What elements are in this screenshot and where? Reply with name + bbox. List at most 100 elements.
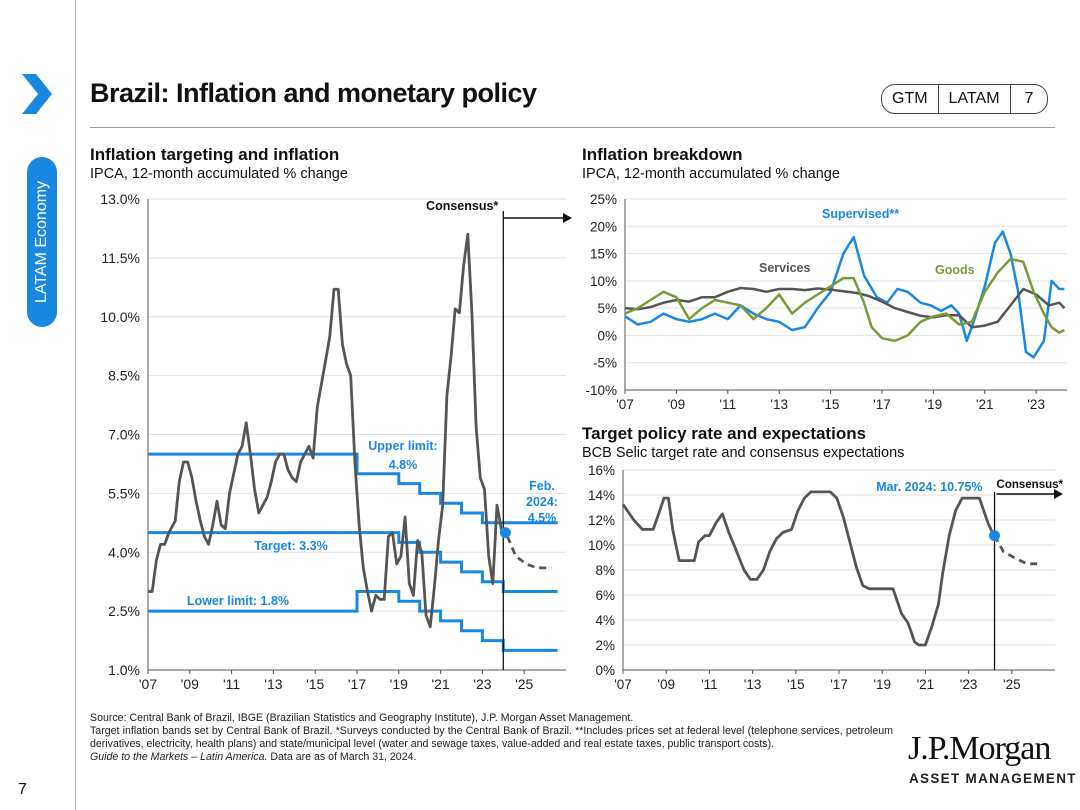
ipca-line (148, 232, 507, 629)
badge-region: LATAM (937, 85, 1010, 113)
inflation-breakdown-chart: 25% 20% 15% 10% 5% 0% -5% -10%'07 '09 '11 '13 '15 '1… (585, 192, 1067, 412)
x-tick-label: '11 (223, 676, 240, 692)
goods-line (624, 257, 1065, 343)
goods-legend: Goods (935, 263, 975, 277)
x-tick-label: '11 (701, 677, 718, 692)
y-tick-label: 2.5% (108, 603, 140, 619)
left-divider-line (75, 0, 76, 810)
x-tick-label: '13 (744, 677, 762, 692)
latest-value-label: Feb. (529, 479, 555, 493)
y-tick-label: 8.5% (108, 368, 140, 384)
x-tick-label: '21 (431, 676, 449, 692)
page-number: 7 (18, 781, 27, 798)
y-tick-label: 0% (595, 663, 615, 678)
y-tick-label: 4.0% (108, 544, 140, 560)
badge-page: 7 (1009, 85, 1048, 113)
asset-management-label: ASSET MANAGEMENT (909, 771, 1077, 786)
upper-limit-label: Upper limit: (368, 439, 437, 453)
left-chart-subtitle: IPCA, 12-month accumulated % change (90, 166, 348, 182)
lower-limit-label: Lower limit: 1.8% (187, 594, 289, 608)
consensus-arrow-head (563, 213, 572, 223)
selic-line (621, 490, 996, 647)
x-tick-label: '19 (873, 677, 891, 692)
latest-rate-label: Mar. 2024: 10.75% (876, 480, 982, 494)
x-tick-label: '23 (960, 677, 978, 692)
x-tick-label: '25 (1003, 677, 1021, 692)
inflation-target-chart: 13.0%11.5%10.0%8.5%7.0%5.5%4.0%2.5%1.0%'… (100, 191, 572, 692)
x-tick-label: '15 (787, 677, 805, 692)
consensus-label: Consensus* (426, 199, 498, 213)
latest-value-label: 4.5% (528, 511, 557, 525)
y-tick-label: 10.0% (100, 309, 140, 325)
latest-value-label: 2024: (526, 495, 558, 509)
y-tick-label: 10% (590, 274, 617, 289)
header-rule (90, 127, 1055, 128)
y-tick-label: 16% (588, 463, 615, 478)
y-tick-label: 12% (588, 513, 615, 528)
x-tick-label: '21 (917, 677, 935, 692)
x-tick-label: '19 (390, 676, 408, 692)
x-tick-label: '25 (515, 676, 533, 692)
supervised-legend: Supervised** (822, 207, 899, 221)
y-tick-label: 8% (595, 563, 615, 578)
footer-date: Data are as of March 31, 2024. (267, 751, 417, 763)
y-tick-label: 4% (595, 613, 615, 628)
x-tick-label: '23 (473, 676, 491, 692)
chevron-right-icon (22, 74, 52, 114)
left-chart-title: Inflation targeting and inflation (90, 145, 340, 164)
section-tab[interactable] (27, 157, 57, 327)
footer-source: Source: Central Bank of Brazil, IBGE (Br… (90, 712, 634, 724)
target-line (148, 531, 558, 593)
latest-point-marker (989, 530, 1001, 542)
policy-chart-subtitle: BCB Selic target rate and consensus expe… (582, 445, 905, 461)
y-tick-label: 25% (590, 192, 617, 207)
section-tab-label: LATAM Economy (33, 180, 50, 304)
policy-chart-title: Target policy rate and expectations (582, 424, 867, 443)
policy-rate-chart: 16% 14% 12% 10% 8% 6% 4% 2% 0%'07 '09 '11 '13 '15 '17… (588, 463, 1064, 692)
y-tick-label: 6% (595, 588, 615, 603)
lower-limit-line (148, 590, 558, 652)
y-tick-label: 13.0% (100, 191, 140, 207)
consensus-dashed-line (993, 534, 1040, 566)
consensus-label: Consensus* (997, 479, 1064, 491)
upper-limit-line (148, 452, 558, 525)
footer-guide: Guide to the Markets – Latin America. (90, 751, 268, 763)
y-tick-label: -5% (593, 356, 617, 371)
target-label: Target: 3.3% (254, 539, 327, 553)
latest-point-marker (499, 527, 511, 539)
supervised-line (624, 230, 1065, 359)
x-tick-label: '17 (873, 397, 891, 412)
breakdown-chart-title: Inflation breakdown (582, 145, 743, 164)
x-tick-label: '11 (719, 397, 736, 412)
x-tick-label: '07 (616, 397, 634, 412)
x-tick-label: '07 (139, 676, 157, 692)
x-tick-label: '21 (976, 397, 994, 412)
y-tick-label: 2% (595, 638, 615, 653)
consensus-dashed-line (506, 535, 552, 570)
y-tick-label: 0% (597, 328, 617, 343)
y-tick-label: 14% (588, 488, 615, 503)
x-tick-label: '13 (770, 397, 788, 412)
y-tick-label: -10% (585, 383, 617, 398)
footer-asof: Guide to the Markets – Latin America. Da… (90, 751, 893, 764)
x-tick-label: '15 (822, 397, 840, 412)
y-tick-label: 11.5% (101, 250, 140, 266)
consensus-arrow-head (1054, 489, 1063, 499)
y-tick-label: 5% (597, 301, 617, 316)
badge-gtm: GTM (892, 90, 928, 107)
y-tick-label: 1.0% (108, 662, 140, 678)
footer-notes-text: Target inflation bands set by Central Ba… (90, 725, 893, 750)
x-tick-label: '15 (306, 676, 324, 692)
breakdown-chart-subtitle: IPCA, 12-month accumulated % change (582, 166, 840, 182)
x-tick-label: '09 (668, 397, 686, 412)
x-tick-label: '19 (925, 397, 943, 412)
x-tick-label: '17 (348, 676, 366, 692)
x-tick-label: '09 (657, 677, 675, 692)
y-tick-label: 7.0% (108, 427, 140, 443)
gtm-badge: GTM LATAM 7 (881, 84, 1049, 114)
x-tick-label: '17 (830, 677, 848, 692)
x-tick-label: '23 (1027, 397, 1045, 412)
x-tick-label: '07 (614, 677, 632, 692)
jpmorgan-logo: J.P.Morgan (908, 730, 1051, 767)
services-legend: Services (759, 261, 810, 275)
